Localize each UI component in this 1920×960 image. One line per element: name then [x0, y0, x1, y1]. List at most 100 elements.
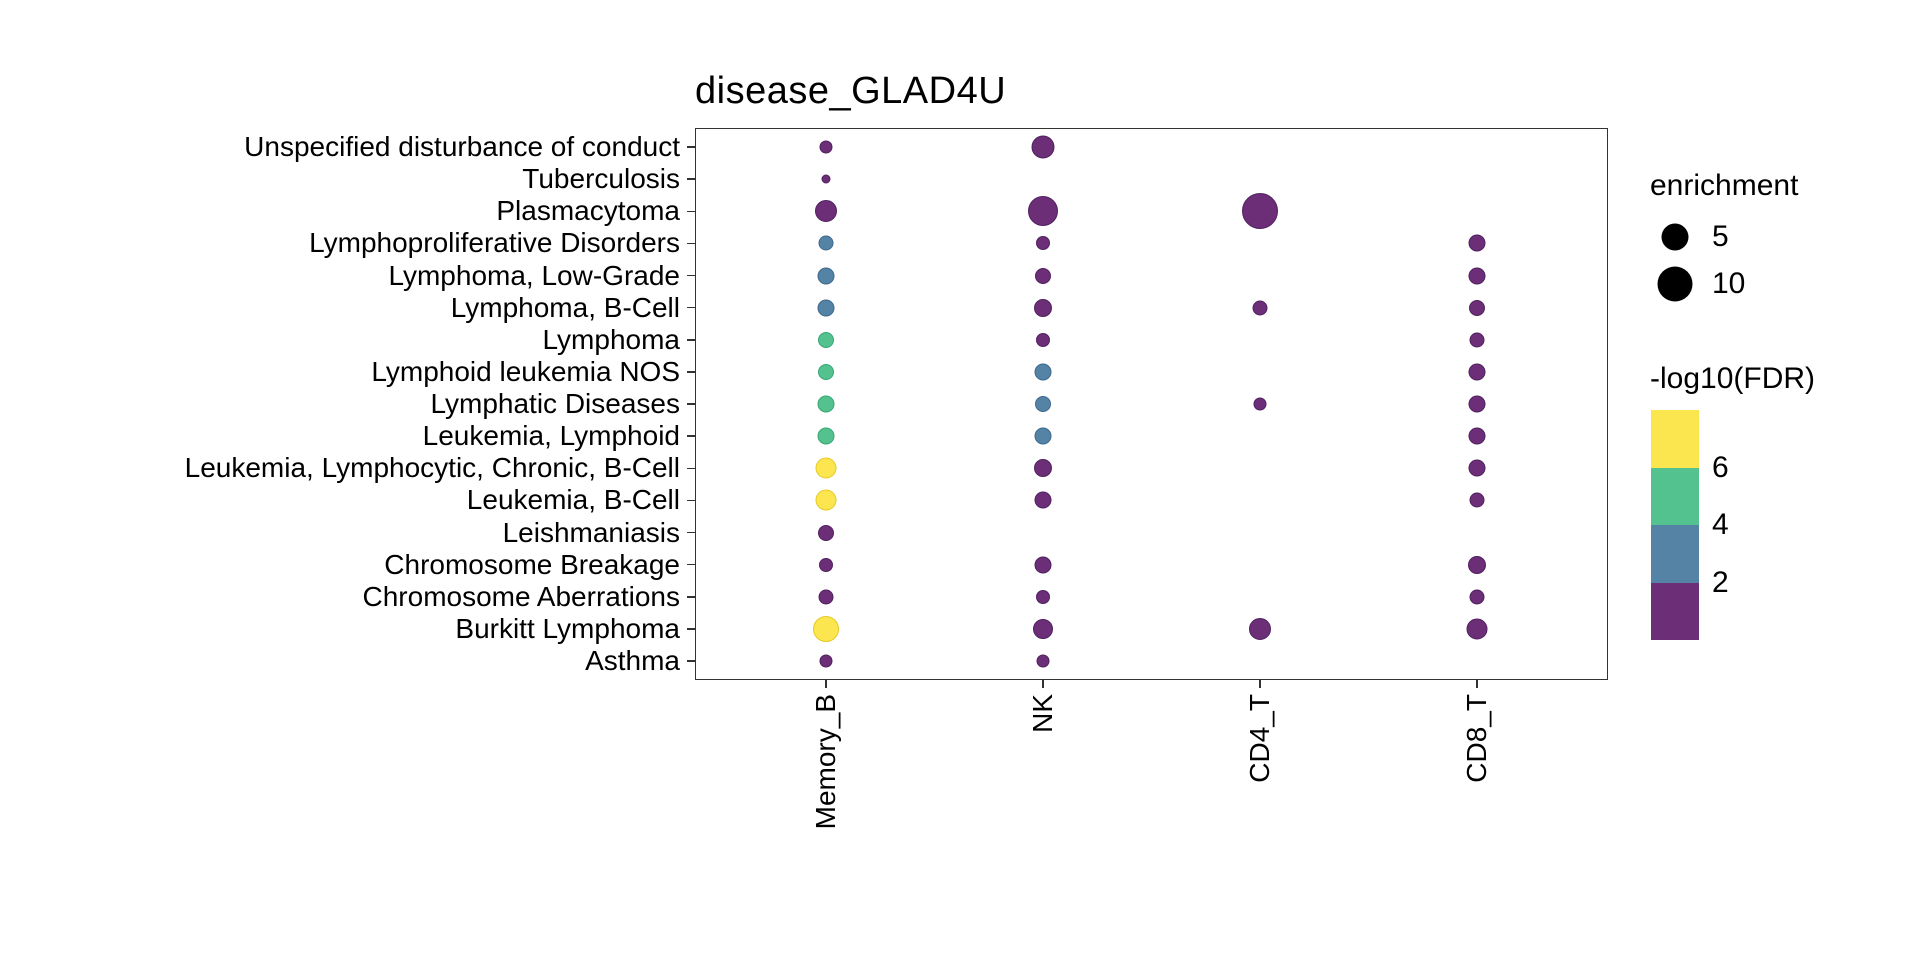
y-axis-label: Unspecified disturbance of conduct — [244, 131, 680, 162]
size-legend-dot — [1657, 266, 1693, 302]
x-axis-label: Memory_B — [810, 694, 841, 830]
x-axis-tick — [1042, 680, 1044, 688]
x-axis-label: NK — [1027, 694, 1058, 733]
y-axis-label: Leukemia, Lymphocytic, Chronic, B-Cell — [184, 452, 680, 484]
y-axis-label: Lymphatic Diseases — [430, 388, 680, 419]
data-point — [1469, 299, 1485, 316]
y-axis-tick — [687, 178, 695, 180]
y-axis-label: Leishmaniasis — [502, 516, 680, 548]
y-axis-label: Plasmacytoma — [496, 195, 680, 227]
colorbar-segment — [1651, 582, 1699, 640]
data-point — [818, 363, 834, 380]
colorbar-tick-label: 4 — [1712, 508, 1729, 541]
data-point — [815, 200, 837, 223]
y-axis-tick — [687, 499, 695, 502]
data-point — [1468, 234, 1486, 252]
y-axis-tick — [687, 403, 695, 405]
y-axis-label: Lymphoid leukemia NOS — [371, 355, 680, 387]
y-axis-tick — [687, 274, 695, 277]
size-legend-value: 10 — [1712, 267, 1746, 300]
y-axis-label: Chromosome Breakage — [384, 548, 680, 580]
y-axis-tick — [687, 596, 695, 598]
y-axis-tick — [687, 210, 695, 212]
data-point — [1035, 267, 1051, 284]
data-point — [817, 427, 835, 445]
data-point — [1033, 618, 1053, 639]
data-point — [1034, 427, 1052, 445]
size-legend-dot — [1661, 223, 1689, 251]
data-point — [1468, 267, 1486, 284]
data-point — [1469, 492, 1485, 508]
y-axis-label: Chromosome Aberrations — [362, 580, 680, 612]
data-point — [1469, 332, 1485, 348]
data-point — [1036, 332, 1050, 347]
y-axis-label: Lymphoproliferative Disorders — [309, 227, 680, 259]
x-axis-tick — [1476, 680, 1478, 688]
data-point — [818, 524, 834, 541]
data-point — [1252, 300, 1268, 316]
data-point — [815, 457, 837, 479]
data-point — [821, 174, 831, 184]
data-point — [817, 395, 835, 413]
data-point — [1034, 491, 1052, 509]
data-point — [1468, 395, 1486, 413]
colorbar-segment — [1651, 410, 1699, 468]
data-point — [1469, 589, 1485, 605]
y-axis-tick — [687, 371, 695, 373]
y-axis-label: Burkitt Lymphoma — [455, 612, 680, 644]
colorbar-tick-label: 6 — [1712, 450, 1729, 484]
y-axis-tick — [687, 563, 695, 566]
y-axis-tick — [687, 531, 695, 534]
x-axis-label: CD4_T — [1244, 694, 1275, 783]
data-point — [1034, 459, 1052, 478]
data-point — [817, 267, 835, 284]
y-axis-label: Lymphoma, B-Cell — [450, 291, 680, 323]
y-axis-label: Leukemia, Lymphoid — [422, 420, 680, 452]
size-legend-title: enrichment — [1650, 169, 1799, 202]
data-point — [1034, 298, 1052, 317]
y-axis-tick — [687, 306, 695, 309]
data-point — [1466, 618, 1488, 640]
data-point — [819, 140, 833, 154]
data-point — [818, 235, 834, 251]
data-point — [1031, 135, 1055, 159]
y-axis-label: Leukemia, B-Cell — [466, 484, 680, 516]
y-axis-label: Asthma — [585, 645, 680, 676]
data-point — [818, 331, 834, 348]
data-point — [1468, 427, 1486, 445]
data-point — [1249, 617, 1271, 640]
y-axis-label: Lymphoma, Low-Grade — [388, 259, 680, 291]
data-point — [1028, 196, 1058, 227]
data-point — [1034, 363, 1052, 381]
data-point — [1036, 654, 1050, 668]
data-point — [819, 557, 833, 572]
data-point — [1468, 555, 1486, 574]
x-axis-tick — [1259, 680, 1261, 688]
data-point — [819, 654, 833, 668]
y-axis-tick — [687, 660, 695, 662]
data-point — [1468, 363, 1486, 381]
data-point — [815, 489, 837, 511]
x-axis-label: CD8_T — [1461, 694, 1492, 783]
y-axis-label: Lymphoma — [542, 323, 680, 355]
data-point — [1036, 236, 1050, 251]
data-point — [817, 299, 835, 317]
plot-panel — [695, 128, 1608, 680]
colorbar-segment — [1651, 525, 1699, 583]
y-axis-tick — [687, 339, 695, 341]
color-legend-title: -log10(FDR) — [1650, 362, 1816, 395]
y-axis-tick — [687, 242, 695, 245]
data-point — [1253, 397, 1267, 411]
y-axis-tick — [687, 435, 695, 437]
y-axis-tick — [687, 467, 695, 469]
colorbar-segment — [1651, 467, 1699, 525]
y-axis-label: Tuberculosis — [522, 163, 680, 195]
data-point — [813, 615, 839, 642]
chart-title: disease_GLAD4U — [695, 70, 1007, 112]
y-axis-tick — [687, 628, 695, 630]
data-point — [1468, 459, 1486, 477]
y-axis-tick — [687, 146, 695, 148]
data-point — [1242, 193, 1278, 230]
x-axis-tick — [825, 680, 827, 688]
